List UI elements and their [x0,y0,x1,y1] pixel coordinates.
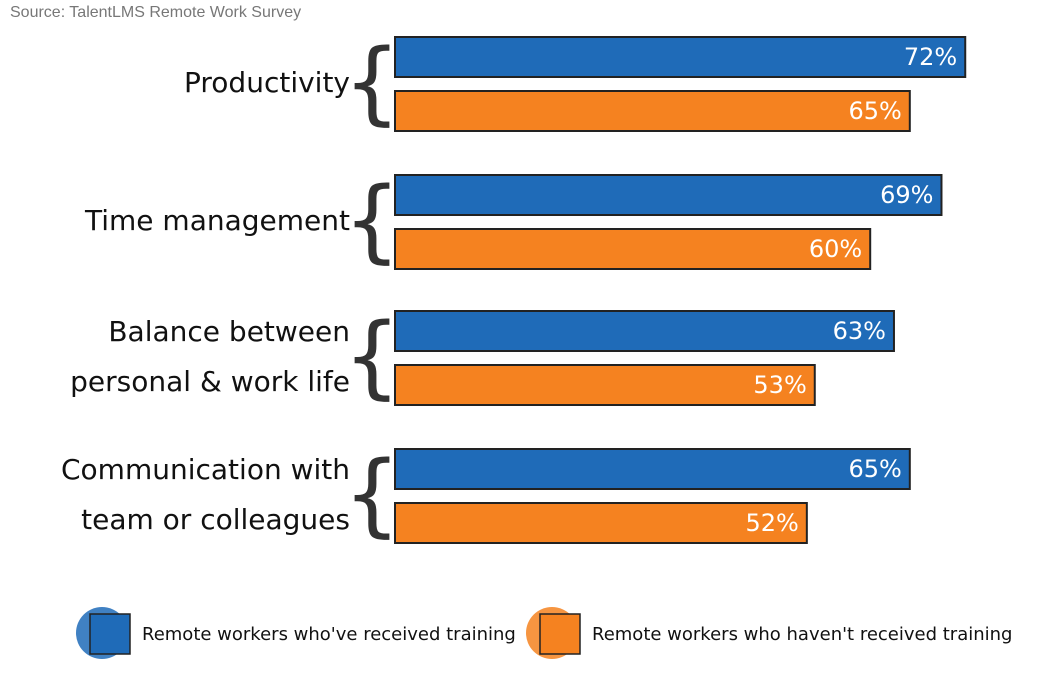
brace: { [343,304,400,409]
legend-label: Remote workers who haven't received trai… [592,624,1013,645]
bar [394,448,911,490]
brace: { [343,30,400,135]
legend-swatch [89,613,131,655]
bar [394,364,816,406]
bar [394,36,967,78]
value-label: 72% [904,43,957,71]
bar [394,90,911,132]
category-label: team or colleagues [81,503,350,536]
legend-swatch [539,613,581,655]
category-label: Balance between [108,315,350,348]
brace: { [343,168,400,273]
value-label: 65% [848,97,901,125]
category-label: Time management [84,204,350,237]
value-label: 60% [809,235,862,263]
value-label: 53% [753,371,806,399]
category-label: personal & work life [70,365,350,398]
value-label: 52% [745,509,798,537]
bar [394,310,895,352]
legend-label: Remote workers who've received training [142,624,516,645]
bar [394,174,943,216]
category-label: Communication with [61,453,350,486]
value-label: 63% [833,317,886,345]
category-label: Productivity [184,66,350,99]
bar [394,502,808,544]
value-label: 69% [880,181,933,209]
value-label: 65% [848,455,901,483]
bar [394,228,872,270]
source: Source: TalentLMS Remote Work Survey [10,4,301,21]
brace: { [343,442,400,547]
